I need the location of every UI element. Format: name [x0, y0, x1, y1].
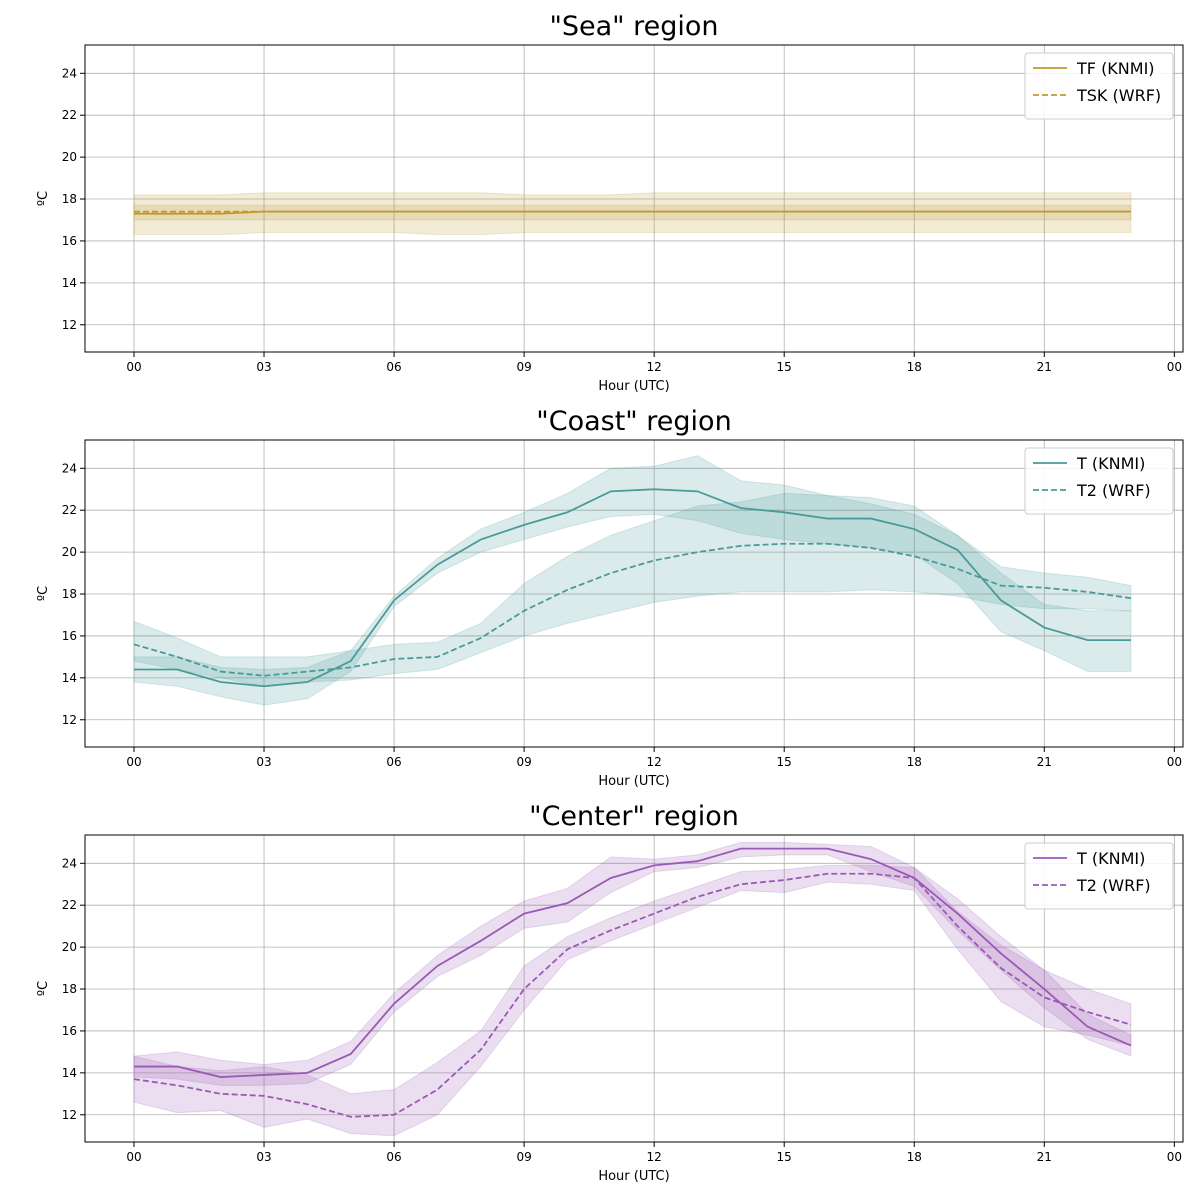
legend-label: TF (KNMI) [1076, 59, 1155, 78]
y-tick-label: 22 [62, 898, 77, 912]
x-tick-label: 09 [516, 360, 531, 374]
x-tick-label: 18 [907, 755, 922, 769]
y-tick-label: 18 [62, 587, 77, 601]
x-tick-label: 18 [907, 360, 922, 374]
x-tick-label: 00 [1167, 1150, 1182, 1164]
legend-box [1024, 52, 1174, 120]
x-tick-label: 03 [256, 360, 271, 374]
legend-box [1024, 842, 1174, 910]
x-tick-label: 00 [126, 1150, 141, 1164]
legend-label: T (KNMI) [1076, 849, 1145, 868]
y-tick-label: 22 [62, 503, 77, 517]
x-tick-label: 15 [777, 755, 792, 769]
chart-title: "Sea" region [549, 11, 718, 42]
x-tick-label: 21 [1037, 1150, 1052, 1164]
subplot: "Sea" region Hour (UTC) ºC 00 03 06 09 12 15 18 21… [36, 11, 1184, 394]
x-tick-label: 06 [386, 360, 401, 374]
x-tick-label: 00 [1167, 360, 1182, 374]
x-axis-label: Hour (UTC) [598, 379, 669, 394]
y-tick-label: 16 [62, 629, 77, 643]
x-tick-label: 18 [907, 1150, 922, 1164]
x-tick-label: 06 [386, 1150, 401, 1164]
legend: T (KNMI) T2 (WRF) [1024, 447, 1174, 515]
y-tick-label: 14 [62, 276, 77, 290]
legend-label: TSK (WRF) [1076, 86, 1161, 105]
y-axis-label: ºC [36, 981, 51, 996]
band [133, 204, 1132, 221]
band [133, 192, 1132, 236]
plot-frame [84, 44, 1184, 353]
chart-title: "Center" region [529, 801, 739, 832]
x-tick-label: 09 [516, 755, 531, 769]
y-tick-label: 18 [62, 982, 77, 996]
y-tick-label: 20 [62, 545, 77, 559]
x-tick-label: 00 [126, 360, 141, 374]
plot-frame [84, 834, 1184, 1143]
x-tick-label: 15 [777, 360, 792, 374]
y-tick-label: 16 [62, 234, 77, 248]
legend-label: T2 (WRF) [1076, 876, 1151, 895]
line [133, 488, 1131, 688]
chart-title: "Coast" region [536, 406, 731, 437]
x-tick-label: 03 [256, 1150, 271, 1164]
y-tick-label: 16 [62, 1024, 77, 1038]
legend: T (KNMI) T2 (WRF) [1024, 842, 1174, 910]
x-tick-label: 06 [386, 755, 401, 769]
x-axis-label: Hour (UTC) [598, 774, 669, 789]
band [133, 492, 1132, 687]
band [133, 841, 1132, 1086]
y-tick-label: 20 [62, 150, 77, 164]
legend-box [1024, 447, 1174, 515]
y-axis-label: ºC [36, 191, 51, 206]
y-tick-label: 22 [62, 108, 77, 122]
x-tick-label: 12 [647, 360, 662, 374]
line [133, 872, 1132, 1118]
band [133, 864, 1132, 1137]
line [133, 847, 1132, 1078]
x-tick-label: 15 [777, 1150, 792, 1164]
x-tick-label: 12 [647, 1150, 662, 1164]
y-tick-label: 14 [62, 1066, 77, 1080]
y-tick-label: 24 [62, 66, 77, 80]
y-tick-label: 24 [62, 461, 77, 475]
x-tick-label: 21 [1037, 755, 1052, 769]
x-tick-label: 09 [516, 1150, 531, 1164]
x-axis-label: Hour (UTC) [598, 1169, 669, 1184]
y-axis-label: ºC [36, 586, 51, 601]
x-tick-label: 03 [256, 755, 271, 769]
x-tick-label: 21 [1037, 360, 1052, 374]
band [133, 455, 1132, 706]
y-tick-label: 24 [62, 856, 77, 870]
y-tick-label: 12 [62, 713, 77, 727]
x-tick-label: 00 [1167, 755, 1182, 769]
x-tick-label: 12 [647, 755, 662, 769]
y-tick-label: 12 [62, 1108, 77, 1122]
plot-frame [84, 439, 1184, 748]
line [133, 542, 1132, 677]
legend-label: T2 (WRF) [1076, 481, 1151, 500]
y-tick-label: 14 [62, 671, 77, 685]
y-tick-label: 12 [62, 318, 77, 332]
legend-label: T (KNMI) [1076, 454, 1145, 473]
legend: TF (KNMI) TSK (WRF) [1024, 52, 1174, 120]
subplot: "Center" region Hour (UTC) ºC 00 03 06 09 12 15 1… [36, 801, 1184, 1184]
y-tick-label: 18 [62, 192, 77, 206]
subplot: "Coast" region Hour (UTC) ºC 00 03 06 09 12 15 18… [36, 406, 1184, 789]
x-tick-label: 00 [126, 755, 141, 769]
y-tick-label: 20 [62, 940, 77, 954]
